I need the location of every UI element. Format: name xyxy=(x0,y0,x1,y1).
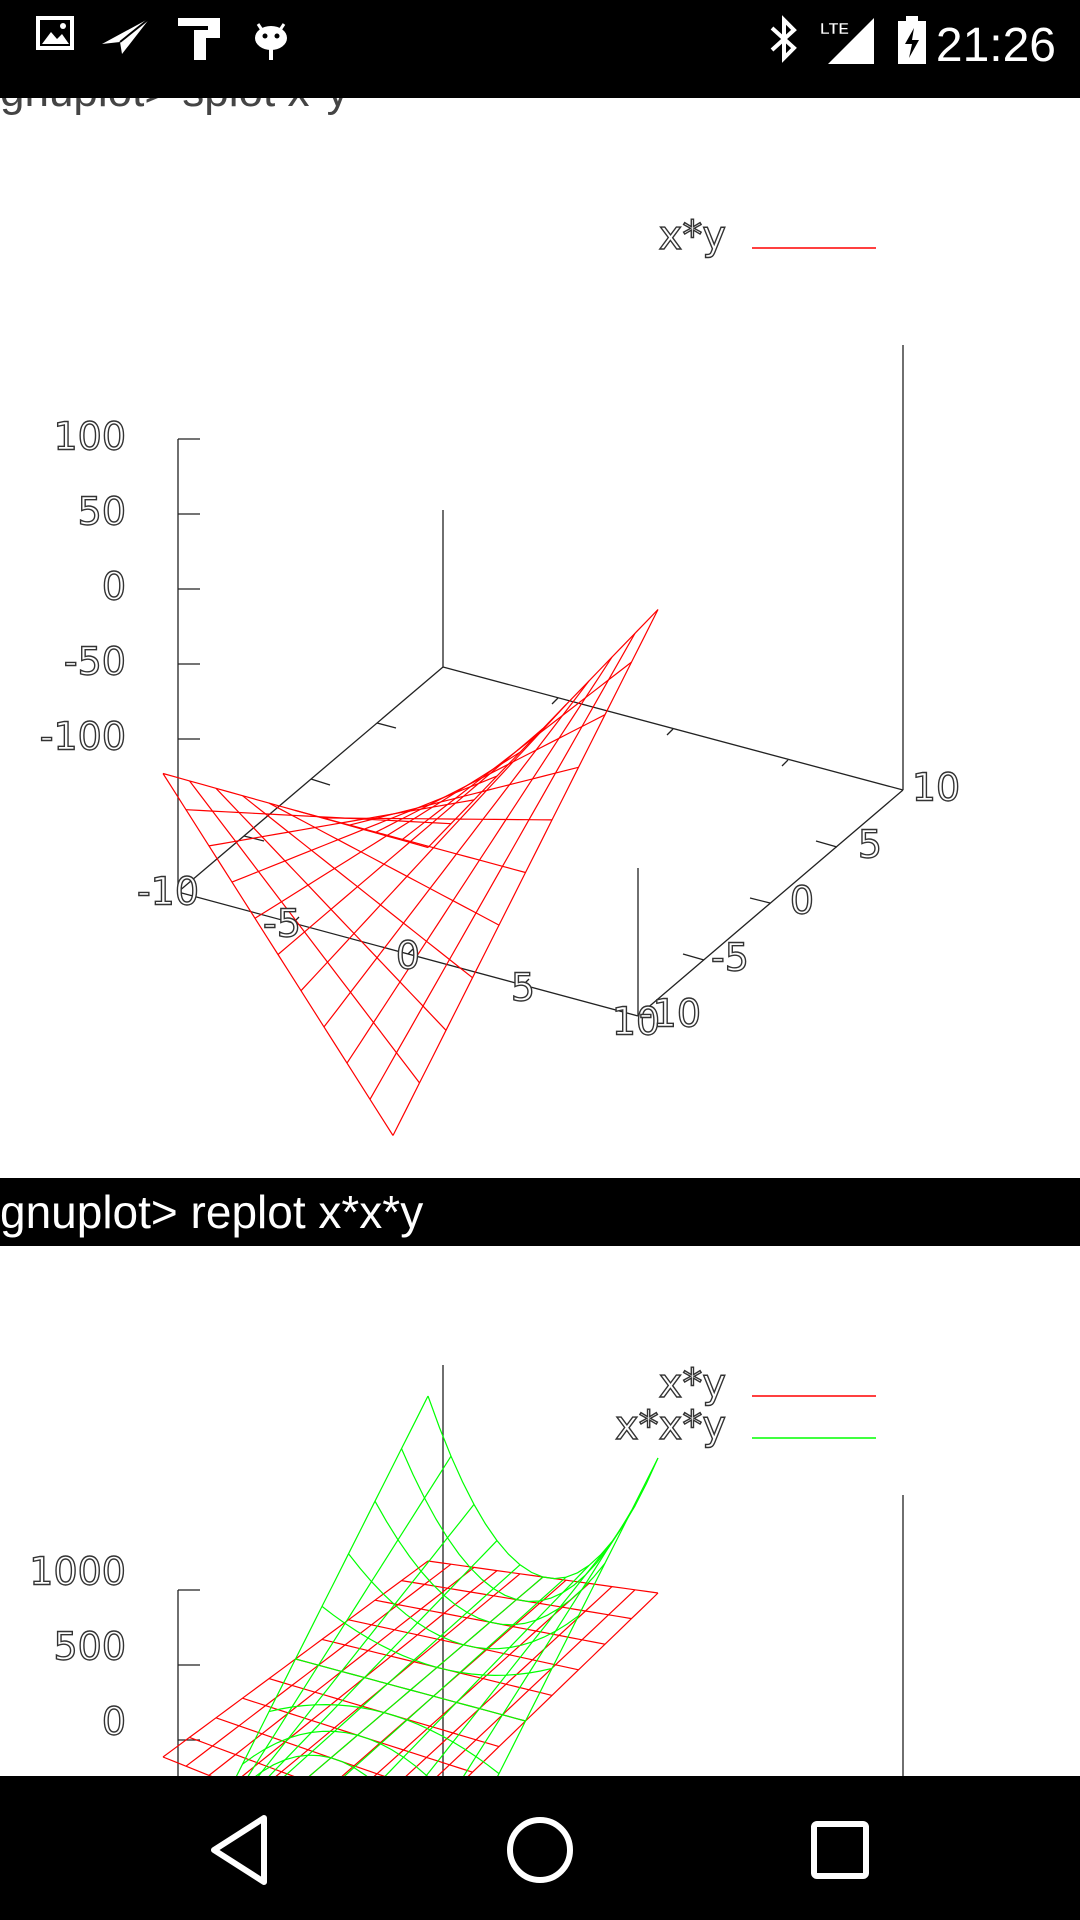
plot2-mesh-line xyxy=(348,1553,579,1650)
back-icon[interactable] xyxy=(202,1812,278,1888)
gnuplot-terminal-output[interactable]: gnuplot> splot x*y xyxy=(0,98,1080,1776)
plot2-z-tick-label: 1000 xyxy=(29,1550,126,1594)
plot2-mesh-line xyxy=(189,1736,295,1776)
plot1-z-tick-label: 100 xyxy=(53,415,126,459)
plot1-surface-mesh xyxy=(162,609,659,1136)
plot1-z-tick-label: 50 xyxy=(78,490,126,534)
plot1-mesh-line xyxy=(321,817,553,821)
plot1-x-tick-label: -10 xyxy=(137,870,199,914)
plot2-mesh-line xyxy=(373,1582,590,1776)
plot2-mesh-line xyxy=(268,1540,498,1776)
android-debug-icon xyxy=(255,23,287,60)
plot1-y-tick-label: -5 xyxy=(711,936,749,980)
plot1-x-tick-label: 0 xyxy=(396,934,420,978)
battery-charging-icon xyxy=(898,16,926,64)
plot2-mesh-line xyxy=(463,1505,636,1776)
plot-xy-surface: 100 50 0 -50 -100 -10 -5 0 5 10 -10 -5 0… xyxy=(39,212,961,1136)
plot1-mesh-line xyxy=(348,766,579,826)
plot-xy-xxy-surface: 1000 500 0 x*y x*x*y xyxy=(29,1360,904,1776)
plot2-surface-mesh-xy xyxy=(162,1560,659,1776)
plot1-y-tick-label: 5 xyxy=(858,823,882,867)
command-text: gnuplot> replot x*x*y xyxy=(0,1186,424,1238)
plot2-surface-mesh-xxy xyxy=(235,1395,659,1776)
plot2-legend-label: x*x*y xyxy=(615,1403,726,1449)
plot1-x-tick-label: 10 xyxy=(612,1000,660,1044)
status-bar: LTE 21:26 xyxy=(0,0,1080,98)
plot2-legend-label: x*y xyxy=(659,1361,726,1407)
plot2-mesh-line xyxy=(162,1756,213,1776)
plot1-mesh-line xyxy=(369,633,636,1100)
plot1-y-tick-label: 0 xyxy=(790,879,814,923)
plot1-mesh-line xyxy=(392,609,659,1136)
plot2-mesh-line xyxy=(257,1504,475,1776)
svg-text:LTE: LTE xyxy=(820,21,849,38)
plot1-mesh-line xyxy=(401,661,632,841)
plot2-mesh-line xyxy=(467,1592,659,1776)
plot1-mesh-line xyxy=(374,714,606,834)
plot1-x-tick-label: 5 xyxy=(511,966,535,1010)
plot2-mesh-line xyxy=(400,1448,633,1603)
recents-icon[interactable] xyxy=(802,1812,878,1888)
status-time: 21:26 xyxy=(935,19,1056,72)
bluetooth-icon xyxy=(770,15,797,63)
navigation-bar xyxy=(0,1776,1080,1920)
plot2-mesh-line xyxy=(374,1500,606,1626)
plot1-y-tick-label: -10 xyxy=(639,992,701,1036)
plot2-axes xyxy=(177,1365,904,1776)
plot2-mesh-line xyxy=(425,1541,613,1776)
plot1-z-tick-label: 0 xyxy=(102,565,126,609)
plot1-mesh-line xyxy=(323,680,590,1028)
plot2-z-tick-label: 500 xyxy=(53,1625,126,1669)
plot2-mesh-line xyxy=(384,1564,590,1776)
home-icon[interactable] xyxy=(502,1812,578,1888)
image-icon xyxy=(36,16,74,50)
plot1-axes xyxy=(177,345,904,1017)
plot1-mesh-line xyxy=(427,609,659,848)
plot2-mesh-line xyxy=(343,1576,567,1776)
plot1-legend-label: x*y xyxy=(659,213,726,259)
plot1-mesh-line xyxy=(300,704,567,992)
paste-icon xyxy=(178,18,220,60)
plot2-mesh-line xyxy=(295,1658,526,1722)
plot2-mesh-line xyxy=(497,1457,659,1776)
plot1-z-tick-label: -50 xyxy=(64,640,126,684)
plot1-y-tick-label: 10 xyxy=(912,766,960,810)
lte-signal-icon: LTE xyxy=(820,18,874,64)
plot1-z-tick-label: -100 xyxy=(40,715,126,759)
command-line-bar[interactable]: gnuplot> replot x*x*y xyxy=(0,1178,1080,1246)
plot2-mesh-line xyxy=(235,1395,429,1776)
previous-command-line: gnuplot> splot x*y xyxy=(0,98,1080,116)
send-icon xyxy=(102,17,151,54)
plot1-x-tick-label: -5 xyxy=(263,902,301,946)
plot2-mesh-line xyxy=(321,1605,553,1677)
plot1-mesh-line xyxy=(295,809,526,874)
plot2-z-tick-label: 0 xyxy=(102,1700,126,1744)
plot2-mesh-line xyxy=(427,1395,659,1580)
plot1-mesh-line xyxy=(346,656,613,1064)
